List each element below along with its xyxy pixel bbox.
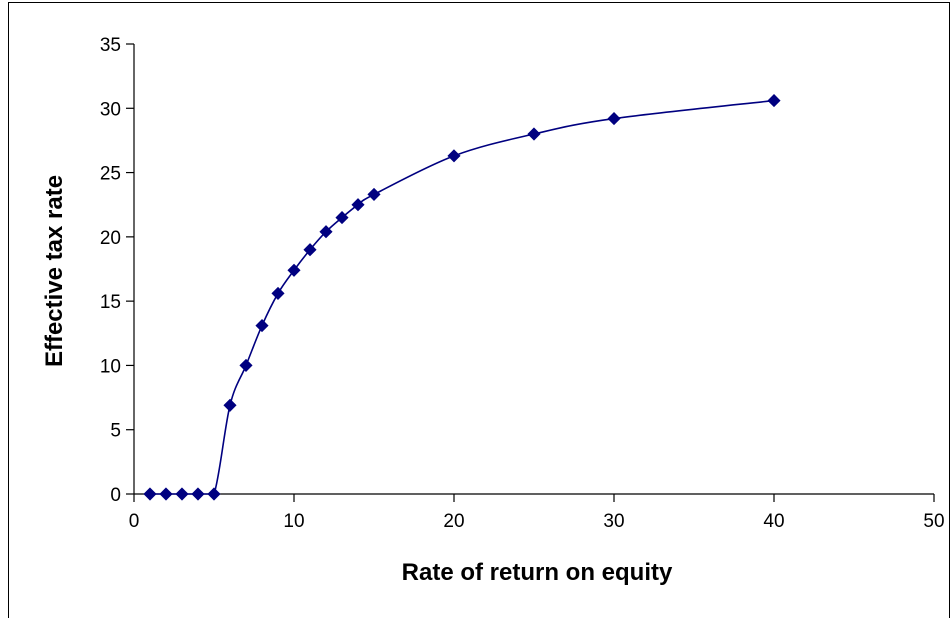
chart-frame (8, 2, 950, 618)
data-point-marker (447, 149, 461, 163)
data-point-marker (207, 487, 221, 501)
data-point-marker (223, 398, 237, 412)
data-point-marker (175, 487, 189, 501)
y-tick-label: 0 (110, 485, 121, 506)
data-point-marker (527, 127, 541, 141)
data-point-marker (191, 487, 205, 501)
tick-marks (126, 43, 935, 502)
y-tick-label: 5 (110, 421, 121, 442)
data-point-marker (367, 187, 381, 201)
y-tick-label: 30 (100, 99, 121, 120)
x-tick-label: 50 (923, 511, 944, 532)
data-point-marker (767, 94, 781, 108)
data-point-marker (607, 112, 621, 126)
y-tick-label: 20 (100, 228, 121, 249)
data-point-marker (335, 211, 349, 225)
data-point-marker (287, 263, 301, 277)
data-point-marker (159, 487, 173, 501)
axes (133, 44, 934, 495)
x-axis-title: Rate of return on equity (402, 559, 673, 586)
data-point-marker (255, 319, 269, 333)
x-tick-label: 10 (283, 511, 304, 532)
y-tick-label: 10 (100, 356, 121, 377)
data-point-marker (351, 198, 365, 212)
data-point-marker (239, 358, 253, 372)
tick-labels: 0 5 10 15 20 25 30 35 0 10 20 30 40 50 (100, 35, 945, 532)
markers (143, 94, 781, 501)
x-tick-label: 30 (603, 511, 624, 532)
x-tick-label: 40 (763, 511, 784, 532)
y-tick-label: 35 (100, 35, 121, 56)
data-point-marker (271, 286, 285, 300)
x-tick-label: 0 (129, 511, 140, 532)
x-tick-label: 20 (443, 511, 464, 532)
y-tick-label: 15 (100, 292, 121, 313)
series (150, 99, 775, 495)
y-axis-title: Effective tax rate (41, 175, 68, 367)
data-point-marker (143, 487, 157, 501)
series-line (150, 99, 775, 495)
data-point-marker (303, 243, 317, 257)
y-tick-label: 25 (100, 164, 121, 185)
data-point-marker (319, 225, 333, 239)
